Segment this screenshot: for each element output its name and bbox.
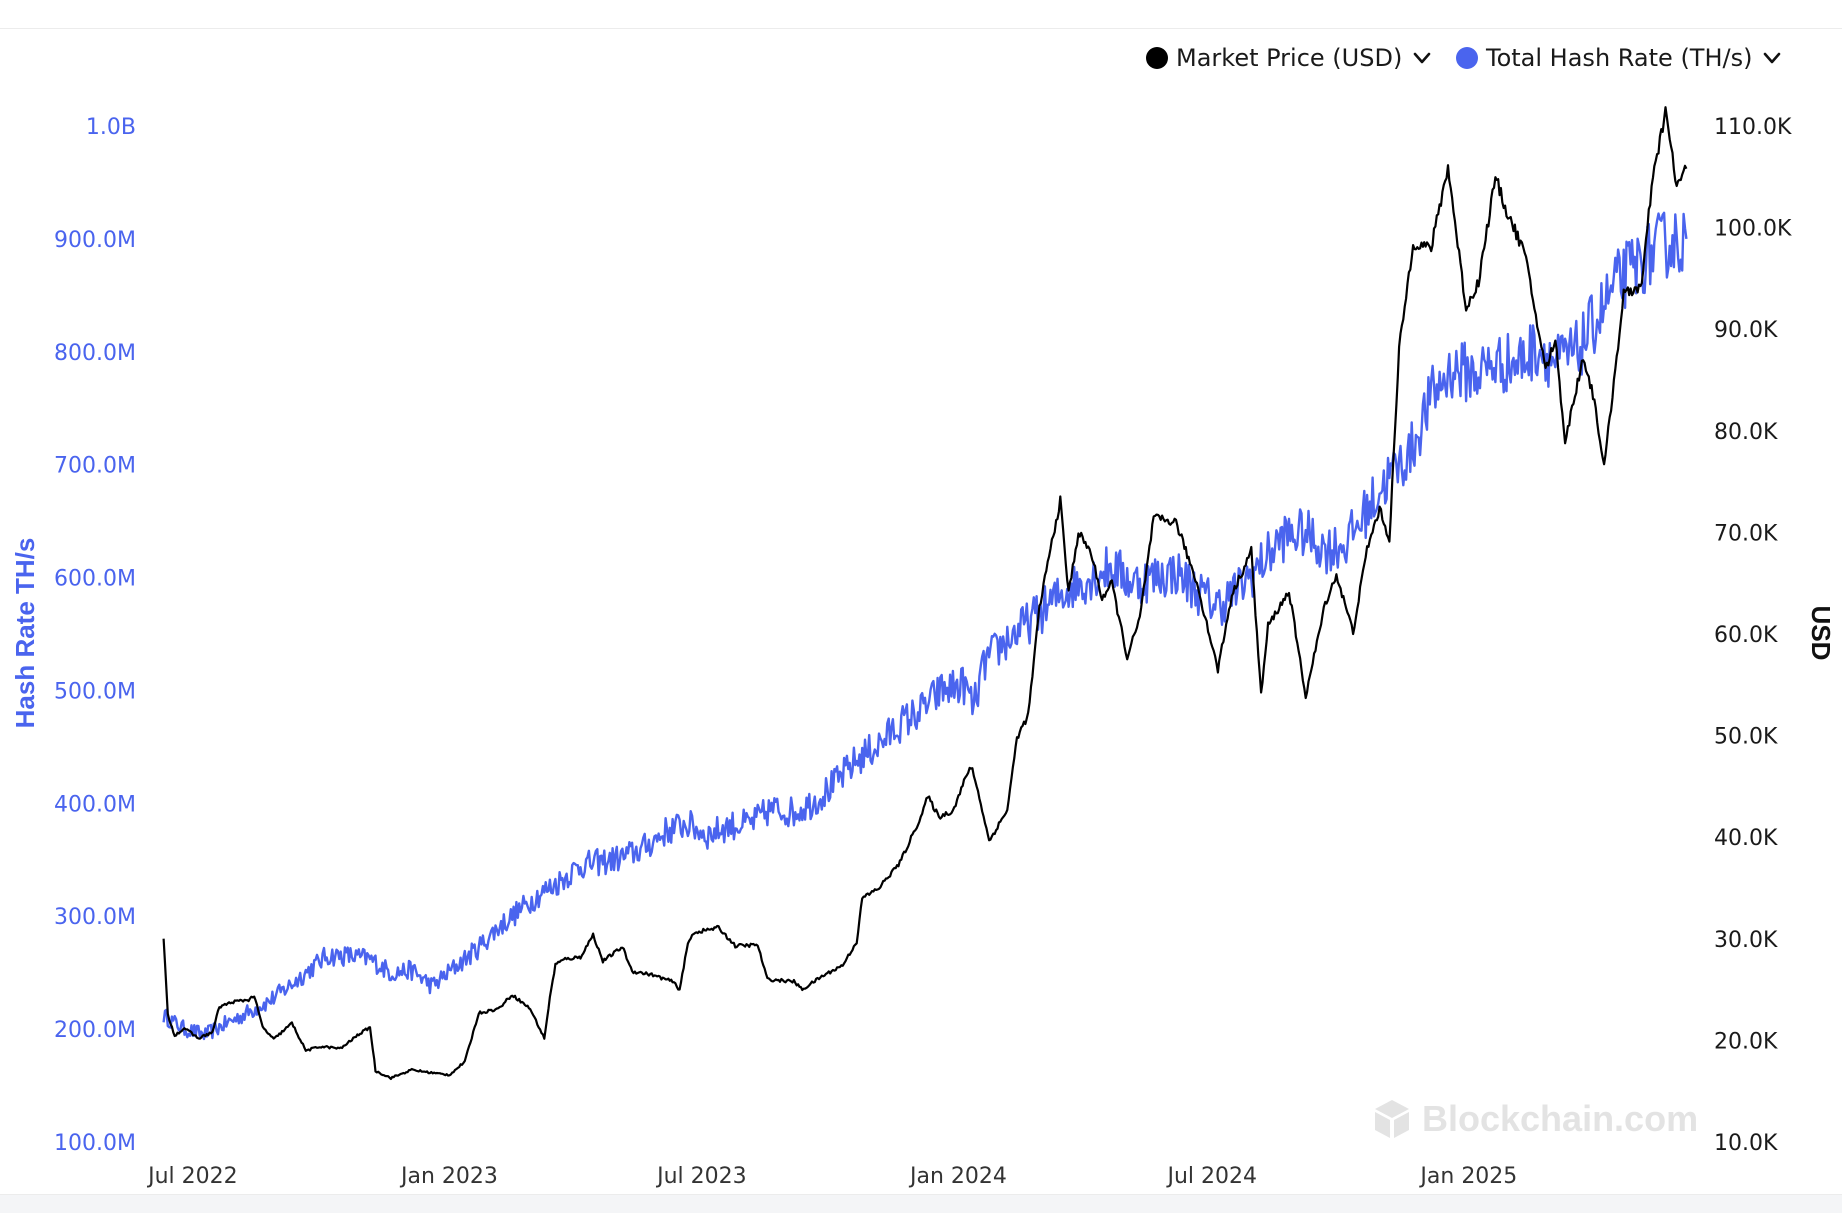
series-layer xyxy=(162,106,1688,1081)
right-tick-label: 70.0K xyxy=(1714,521,1778,546)
bottom-bar xyxy=(0,1194,1842,1213)
right-tick-label: 90.0K xyxy=(1714,318,1778,343)
right-tick-label: 100.0K xyxy=(1714,217,1792,242)
x-tick-label: Jul 2023 xyxy=(655,1164,747,1189)
chevron-down-icon[interactable] xyxy=(1762,48,1782,68)
right-tick-label: 80.0K xyxy=(1714,420,1778,445)
right-tick-label: 50.0K xyxy=(1714,725,1778,750)
left-tick-label: 1.0B xyxy=(86,115,136,140)
legend-item-hash-rate[interactable]: Total Hash Rate (TH/s) xyxy=(1456,44,1782,72)
blockchain-watermark: Blockchain.com xyxy=(1372,1098,1698,1140)
left-tick-label: 700.0M xyxy=(54,454,136,479)
right-axis-label: USD xyxy=(1806,606,1836,661)
market-price-dot-icon xyxy=(1146,47,1168,69)
watermark-text: Blockchain.com xyxy=(1422,1098,1699,1139)
legend-label-market-price: Market Price (USD) xyxy=(1176,44,1403,72)
hash-rate-line xyxy=(162,211,1688,1041)
legend-item-market-price[interactable]: Market Price (USD) xyxy=(1146,44,1432,72)
left-axis-ticks: 100.0M 200.0M 300.0M 400.0M 500.0M 600.0M 700.… xyxy=(54,115,136,1156)
top-bar xyxy=(0,0,1842,29)
right-tick-label: 40.0K xyxy=(1714,826,1778,851)
right-tick-label: 110.0K xyxy=(1714,115,1792,140)
x-tick-label: Jan 2025 xyxy=(1418,1164,1517,1189)
right-tick-label: 30.0K xyxy=(1714,928,1778,953)
x-tick-label: Jul 2024 xyxy=(1166,1164,1258,1189)
hash-rate-dot-icon xyxy=(1456,47,1478,69)
left-tick-label: 400.0M xyxy=(54,792,136,817)
left-tick-label: 100.0M xyxy=(54,1131,136,1156)
x-tick-label: Jan 2024 xyxy=(908,1164,1007,1189)
left-tick-label: 300.0M xyxy=(54,905,136,930)
right-tick-label: 60.0K xyxy=(1714,623,1778,648)
x-tick-label: Jul 2022 xyxy=(146,1164,238,1189)
right-tick-label: 10.0K xyxy=(1714,1131,1778,1156)
right-tick-label: 20.0K xyxy=(1714,1029,1778,1054)
left-tick-label: 600.0M xyxy=(54,567,136,592)
left-tick-label: 200.0M xyxy=(54,1018,136,1043)
left-tick-label: 900.0M xyxy=(54,228,136,253)
legend-label-hash-rate: Total Hash Rate (TH/s) xyxy=(1486,44,1753,72)
left-axis-label: Hash Rate TH/s xyxy=(10,538,40,729)
left-tick-label: 500.0M xyxy=(54,679,136,704)
x-tick-label: Jan 2023 xyxy=(399,1164,498,1189)
right-axis-ticks: 10.0K 20.0K 30.0K 40.0K 50.0K 60.0K 70.0K 80.0K… xyxy=(1714,115,1792,1156)
x-axis-ticks: Jul 2022 Jan 2023 Jul 2023 Jan 2024 Jul 2024… xyxy=(146,1164,1517,1189)
left-tick-label: 800.0M xyxy=(54,341,136,366)
chevron-down-icon[interactable] xyxy=(1412,48,1432,68)
blockchain-cube-icon xyxy=(1375,1100,1409,1138)
market-price-line xyxy=(162,106,1688,1081)
